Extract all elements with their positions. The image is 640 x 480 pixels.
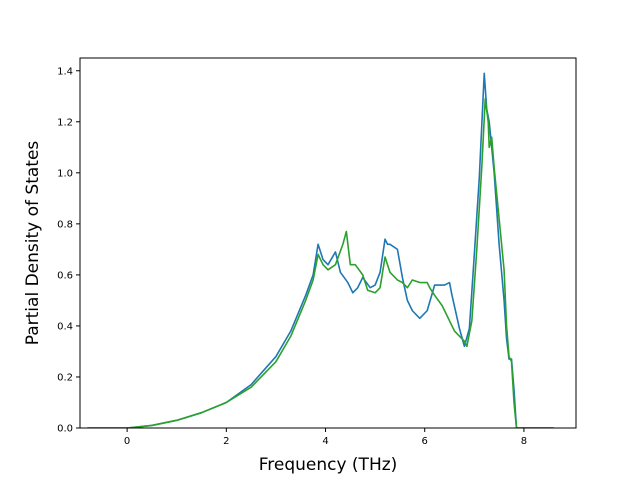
x-tick-label: 0 — [124, 436, 130, 447]
y-axis-label: Partial Density of States — [23, 141, 43, 346]
y-tick-label: 1.4 — [57, 66, 73, 77]
y-tick-label: 0.8 — [57, 219, 73, 230]
plot-frame — [79, 57, 577, 429]
x-axis-label: Frequency (THz) — [259, 455, 398, 475]
series-line-2 — [87, 98, 554, 428]
x-tick-label: 6 — [422, 436, 428, 447]
y-axis: 0.0 0.2 0.4 0.6 0.8 1.0 1.2 1.4 — [57, 66, 80, 435]
series-layer — [87, 72, 554, 428]
y-tick-label: 1.0 — [57, 168, 73, 179]
x-tick-label: 2 — [223, 436, 229, 447]
x-tick-label: 8 — [521, 436, 527, 447]
y-tick-label: 0.2 — [57, 372, 73, 383]
x-tick-label: 4 — [322, 436, 328, 447]
y-tick-label: 1.2 — [57, 117, 73, 128]
y-tick-label: 0.4 — [57, 321, 73, 332]
x-axis: 0 2 4 6 8 — [124, 428, 527, 447]
y-tick-label: 0.6 — [57, 270, 73, 281]
y-tick-label: 0.0 — [57, 424, 73, 435]
